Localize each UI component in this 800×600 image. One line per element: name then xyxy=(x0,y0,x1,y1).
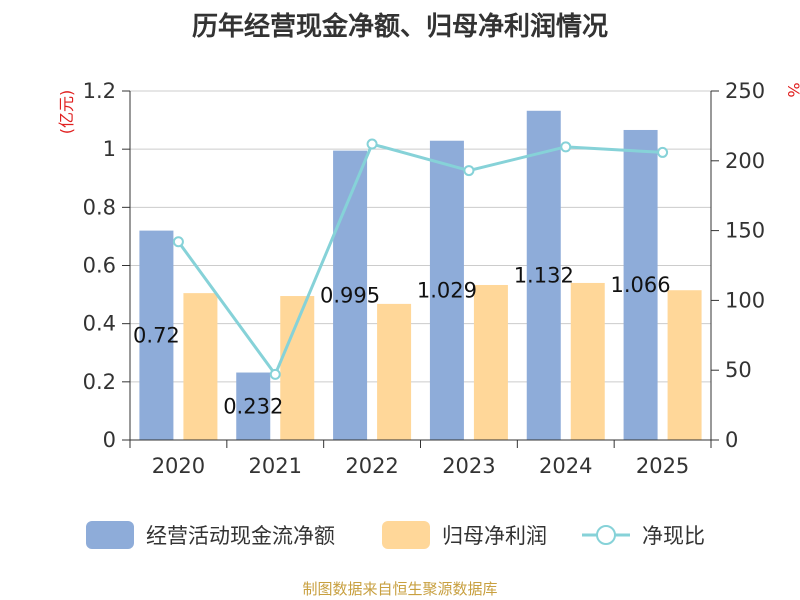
left-tick-label: 1 xyxy=(103,137,116,161)
legend-marker-ratio xyxy=(596,525,616,545)
net-profit-bar xyxy=(280,296,315,440)
cashflow-data-label: 0.232 xyxy=(223,394,283,418)
x-tick-label: 2025 xyxy=(636,454,689,478)
cashflow-data-label: 0.72 xyxy=(133,323,180,347)
ratio-point xyxy=(657,146,669,158)
cashflow-bar xyxy=(526,110,561,440)
cashflow-bar xyxy=(139,230,174,440)
right-axis-unit: % xyxy=(784,82,800,97)
left-tick-label: 0.4 xyxy=(83,312,116,336)
x-tick-label: 2022 xyxy=(345,454,398,478)
legend-label-cashflow: 经营活动现金流净额 xyxy=(146,524,335,548)
ratio-point xyxy=(269,368,281,380)
cashflow-data-label: 1.132 xyxy=(514,263,574,287)
net-profit-bar xyxy=(570,282,605,440)
ratio-point xyxy=(172,236,184,248)
chart-title: 历年经营现金净额、归母净利润情况 xyxy=(191,12,608,42)
left-axis-unit: (亿元) xyxy=(57,90,76,135)
ratio-point xyxy=(366,138,378,150)
ratio-point xyxy=(463,165,475,177)
x-tick-label: 2023 xyxy=(442,454,495,478)
cashflow-bar xyxy=(623,129,658,440)
right-tick-label: 0 xyxy=(725,428,738,452)
net-profit-bar xyxy=(473,284,508,440)
ratio-line-path xyxy=(177,142,663,378)
cashflow-bar xyxy=(429,140,464,441)
left-tick-label: 1.2 xyxy=(83,79,116,103)
left-tick-label: 0.6 xyxy=(83,254,116,278)
bars xyxy=(139,110,702,441)
cashflow-bar xyxy=(236,372,271,440)
legend-label-net-profit: 归母净利润 xyxy=(442,524,547,548)
x-tick-label: 2021 xyxy=(249,454,302,478)
legend: 经营活动现金流净额 归母净利润 净现比 xyxy=(86,521,705,549)
axes: 0 0.2 0.4 0.6 0.8 1 1.2 0 50 100 150 200 250 (亿元)% 202… xyxy=(57,79,800,478)
legend-swatch-cashflow xyxy=(86,521,134,549)
x-tick-label: 2020 xyxy=(152,454,205,478)
legend-swatch-net-profit xyxy=(382,521,430,549)
right-tick-label: 200 xyxy=(725,149,765,173)
net-profit-bar xyxy=(667,290,702,440)
gridlines xyxy=(130,90,711,383)
cashflow-data-label: 1.029 xyxy=(417,278,477,302)
right-tick-label: 250 xyxy=(725,79,765,103)
legend-label-ratio: 净现比 xyxy=(642,524,705,548)
cashflow-data-label: 1.066 xyxy=(611,273,671,297)
right-tick-label: 50 xyxy=(725,358,752,382)
source-footer: 制图数据来自恒生聚源数据库 xyxy=(302,580,498,598)
right-tick-label: 100 xyxy=(725,288,765,312)
left-tick-label: 0 xyxy=(103,428,116,452)
ratio-line xyxy=(172,138,669,380)
left-tick-label: 0.2 xyxy=(83,370,116,394)
net-profit-bar xyxy=(183,293,218,440)
x-tick-label: 2024 xyxy=(539,454,592,478)
data-labels: 0.72 0.232 0.995 1.029 1.132 1.066 xyxy=(133,263,671,418)
ratio-point xyxy=(560,141,572,153)
left-tick-label: 0.8 xyxy=(83,195,116,219)
right-tick-label: 150 xyxy=(725,219,765,243)
net-profit-bar xyxy=(377,303,412,440)
cashflow-data-label: 0.995 xyxy=(320,283,380,307)
